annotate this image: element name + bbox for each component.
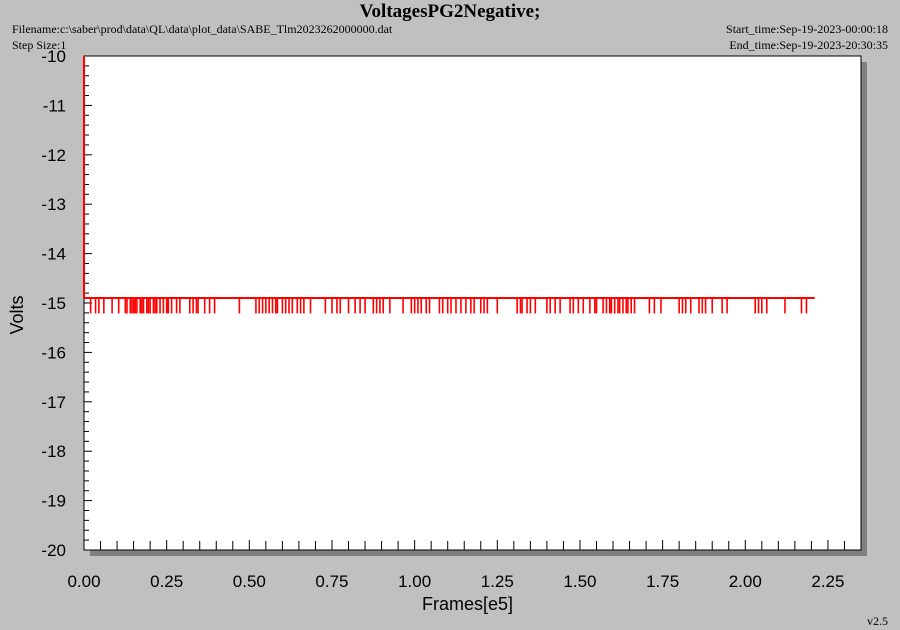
x-tick-label: 1.25: [481, 572, 514, 591]
y-tick-label: -18: [41, 442, 66, 461]
start-time-label: Start_time:Sep-19-2023-00:00:18: [726, 22, 888, 36]
y-tick-label: -20: [41, 541, 66, 560]
x-tick-label: 1.75: [646, 572, 679, 591]
x-tick-label: 2.25: [811, 572, 844, 591]
y-tick-label: -12: [41, 146, 66, 165]
chart-title: VoltagesPG2Negative;: [359, 1, 541, 22]
x-axis-title: Frames[e5]: [422, 594, 513, 614]
x-tick-label: 2.00: [729, 572, 762, 591]
x-tick-label: 0.75: [315, 572, 348, 591]
y-axis-title: Volts: [7, 295, 27, 334]
y-tick-label: -16: [41, 343, 66, 362]
y-tick-label: -10: [41, 47, 66, 66]
x-tick-label: 1.00: [398, 572, 431, 591]
y-tick-label: -13: [41, 195, 66, 214]
plot-area: [83, 55, 862, 551]
x-tick-label: 0.00: [67, 572, 100, 591]
x-tick-label: 1.50: [563, 572, 596, 591]
y-tick-label: -11: [43, 96, 66, 115]
y-tick-label: -14: [41, 245, 66, 264]
end-time-label: End_time:Sep-19-2023-20:30:35: [729, 38, 888, 52]
y-tick-label: -17: [41, 393, 66, 412]
filename-label: Filename:c:\saber\prod\data\QL\data\plot…: [12, 22, 393, 36]
y-tick-label: -19: [41, 492, 66, 511]
version-label: v2.5: [867, 614, 888, 628]
x-tick-label: 0.25: [150, 572, 183, 591]
y-tick-label: -15: [41, 294, 66, 313]
x-tick-label: 0.50: [233, 572, 266, 591]
step-size-label: Step Size:1: [12, 38, 67, 52]
